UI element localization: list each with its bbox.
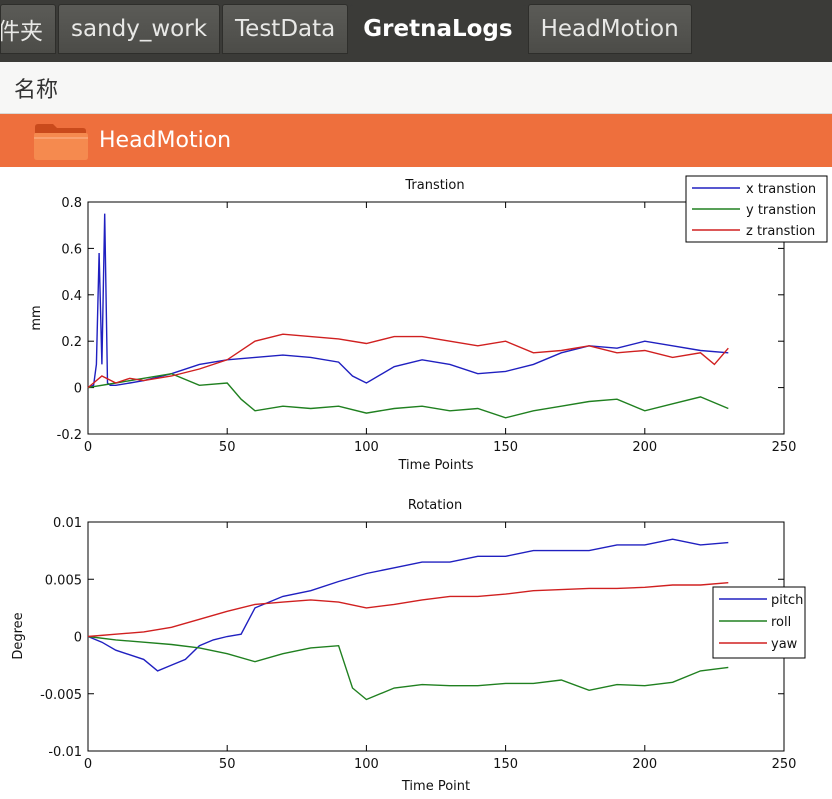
breadcrumb-tab-label: TestData (235, 16, 336, 42)
legend: x transtion y transtion z transtion (685, 175, 828, 243)
breadcrumb-tab-testdata[interactable]: TestData (222, 4, 349, 54)
chart-title: Transtion (404, 178, 464, 193)
column-header-name[interactable]: 名称 (0, 62, 832, 114)
plot-area (87, 201, 785, 435)
x-tick-label: 50 (219, 757, 236, 772)
series-line-y-transtion (87, 372, 729, 419)
breadcrumb-tab-sandy-work[interactable]: sandy_work (58, 4, 221, 54)
x-tick-label: 250 (772, 440, 797, 455)
translation-chart: Transtion 0 50 100 150 200 250-0.200.20.40.60… (29, 175, 828, 473)
y-tick-label: 0.6 (61, 242, 82, 257)
legend-entry: z transtion (746, 224, 815, 239)
x-tick-label: 250 (772, 757, 797, 772)
x-axis-label: Time Point (401, 779, 470, 794)
x-tick-label: 150 (493, 440, 518, 455)
y-tick-label: 0.005 (45, 573, 82, 588)
legend: pitch roll yaw (712, 586, 806, 659)
legend-entry: y transtion (746, 203, 816, 218)
y-tick-label: 0.2 (61, 335, 82, 350)
x-tick-label: 100 (354, 440, 379, 455)
chart-title: Rotation (408, 498, 462, 513)
y-tick-label: -0.005 (40, 688, 82, 703)
breadcrumb-tab-gretnalogs[interactable]: GretnaLogs (350, 4, 526, 54)
legend-entry: pitch (771, 593, 803, 608)
x-tick-label: 200 (632, 757, 657, 772)
series-line-yaw (87, 582, 729, 638)
list-item-selected[interactable]: HeadMotion (0, 114, 832, 167)
y-tick-label: -0.01 (48, 745, 82, 760)
folder-name: HeadMotion (99, 128, 232, 153)
series-line-z-transtion (87, 333, 729, 389)
x-tick-label: 0 (84, 440, 92, 455)
breadcrumb-tab-headmotion[interactable]: HeadMotion (527, 4, 692, 54)
axis-ticks: 0 50 100 150 200 250-0.200.20.40.60.8 (57, 196, 797, 455)
plot-area (87, 521, 785, 752)
axis-ticks: 0 50 100 150 200 250 -0.01 -0.005 0 0.005 0.01 (40, 516, 796, 772)
y-tick-label: 0.01 (53, 516, 82, 531)
breadcrumb-tab-label: GretnaLogs (363, 16, 513, 42)
rotation-chart: Rotation 0 50 100 150 200 250 -0.01 -0.005 0 0.00… (11, 498, 806, 794)
column-header-label: 名称 (14, 77, 59, 103)
series-lines (87, 213, 729, 419)
head-motion-figure: Transtion 0 50 100 150 200 250-0.200.20.40.60… (11, 175, 828, 794)
y-tick-label: -0.2 (57, 428, 82, 443)
breadcrumb-tab-folder[interactable]: 件夹 (0, 4, 56, 54)
y-axis-label: mm (29, 305, 44, 330)
series-line-pitch (87, 538, 729, 672)
breadcrumb-tab-label: 件夹 (0, 19, 43, 45)
breadcrumb-tab-label: HeadMotion (540, 16, 679, 42)
legend-entry: yaw (771, 637, 798, 652)
y-tick-label: 0.8 (61, 196, 82, 211)
y-tick-label: 0.4 (61, 289, 82, 304)
x-tick-label: 200 (632, 440, 657, 455)
y-tick-label: 0 (74, 631, 82, 646)
y-axis-label: Degree (11, 612, 26, 659)
y-tick-label: 0 (74, 382, 82, 397)
x-tick-label: 50 (219, 440, 236, 455)
series-lines (87, 538, 729, 701)
x-tick-label: 100 (354, 757, 379, 772)
x-axis-label: Time Points (398, 458, 474, 473)
x-tick-label: 0 (84, 757, 92, 772)
series-line-roll (87, 635, 729, 701)
x-tick-label: 150 (493, 757, 518, 772)
folder-icon (34, 123, 88, 160)
legend-entry: x transtion (746, 182, 816, 197)
breadcrumb: 件夹 sandy_work TestData GretnaLogs HeadMo… (0, 0, 832, 62)
breadcrumb-tab-label: sandy_work (71, 16, 208, 42)
series-line-x-transtion (87, 213, 729, 389)
legend-entry: roll (771, 615, 791, 630)
